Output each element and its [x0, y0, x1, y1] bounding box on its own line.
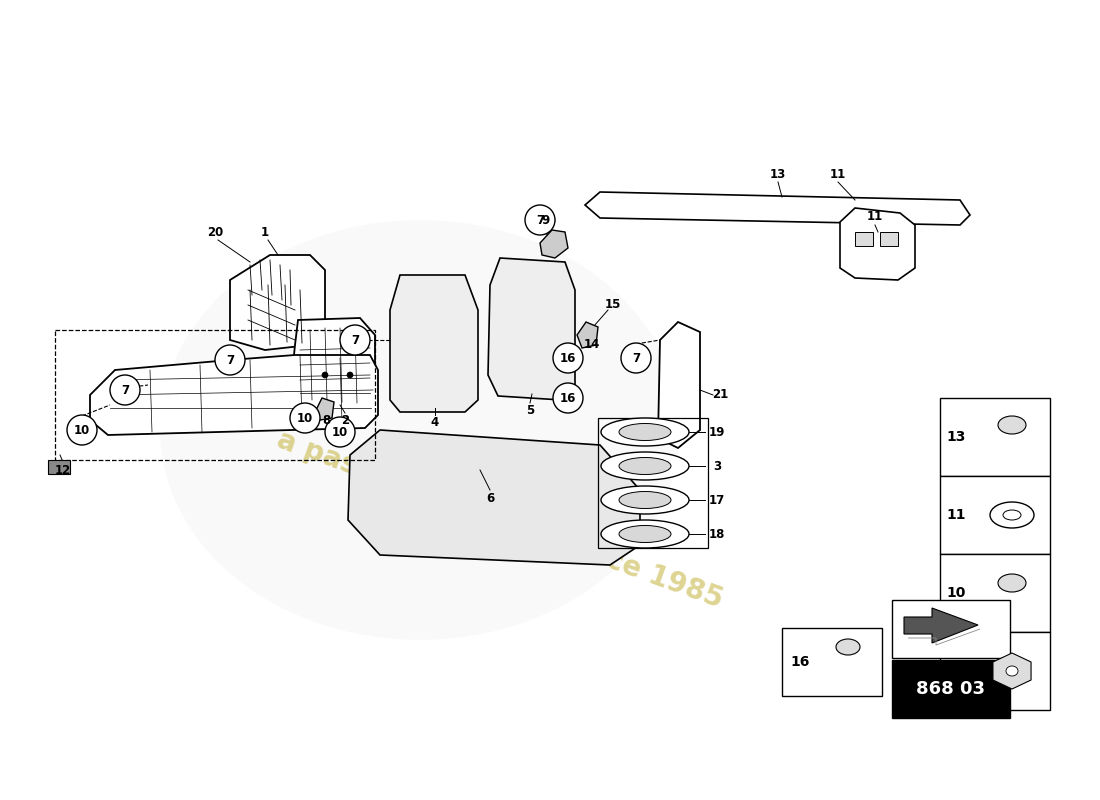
Polygon shape — [840, 208, 915, 280]
Text: 17: 17 — [708, 494, 725, 506]
Text: 14: 14 — [584, 338, 601, 351]
Text: 1: 1 — [261, 226, 270, 239]
Ellipse shape — [1006, 666, 1018, 676]
Circle shape — [110, 375, 140, 405]
Ellipse shape — [619, 458, 671, 474]
Polygon shape — [348, 430, 640, 565]
Text: 11: 11 — [829, 167, 846, 181]
Circle shape — [340, 325, 370, 355]
Ellipse shape — [998, 574, 1026, 592]
Bar — [892, 600, 1010, 658]
Text: 10: 10 — [332, 426, 348, 438]
Ellipse shape — [601, 486, 689, 514]
Ellipse shape — [619, 423, 671, 441]
Circle shape — [525, 205, 556, 235]
Polygon shape — [993, 653, 1031, 689]
Ellipse shape — [601, 418, 689, 446]
Text: 19: 19 — [708, 426, 725, 438]
Text: a passion for parts since 1985: a passion for parts since 1985 — [273, 426, 727, 614]
Text: 16: 16 — [560, 351, 576, 365]
Ellipse shape — [160, 220, 680, 640]
Text: 16: 16 — [790, 655, 810, 669]
Text: 868 03: 868 03 — [916, 680, 986, 698]
Polygon shape — [658, 322, 700, 448]
Ellipse shape — [619, 526, 671, 542]
Text: 7: 7 — [351, 334, 359, 346]
Bar — [598, 418, 708, 548]
Circle shape — [346, 372, 353, 378]
Text: 11: 11 — [867, 210, 883, 223]
Polygon shape — [290, 318, 375, 408]
Text: 10: 10 — [946, 586, 966, 600]
Polygon shape — [578, 322, 598, 348]
Text: 3: 3 — [713, 459, 722, 473]
Text: 5: 5 — [526, 405, 535, 418]
Text: 10: 10 — [297, 411, 313, 425]
Bar — [940, 554, 1050, 632]
Text: 7: 7 — [121, 383, 129, 397]
Text: 20: 20 — [207, 226, 223, 239]
Ellipse shape — [836, 639, 860, 655]
Text: 10: 10 — [74, 423, 90, 437]
Polygon shape — [904, 608, 978, 643]
Text: 21: 21 — [712, 389, 728, 402]
Text: 9: 9 — [541, 214, 549, 226]
Bar — [855, 232, 873, 246]
Bar — [940, 476, 1050, 554]
Polygon shape — [488, 258, 575, 400]
Text: 7: 7 — [631, 351, 640, 365]
Bar — [940, 398, 1050, 476]
Circle shape — [290, 403, 320, 433]
Polygon shape — [230, 255, 324, 350]
Bar — [880, 232, 898, 246]
Ellipse shape — [601, 520, 689, 548]
Bar — [48, 460, 70, 474]
Ellipse shape — [1003, 510, 1021, 520]
Text: 6: 6 — [486, 491, 494, 505]
Text: 18: 18 — [708, 527, 725, 541]
Bar — [892, 660, 1010, 718]
Circle shape — [322, 372, 328, 378]
Circle shape — [553, 383, 583, 413]
Polygon shape — [540, 230, 568, 258]
Text: 7: 7 — [952, 664, 960, 678]
Bar — [55, 330, 375, 460]
Bar — [940, 632, 1050, 710]
Text: 12: 12 — [55, 463, 72, 477]
Text: 7: 7 — [226, 354, 234, 366]
Polygon shape — [316, 398, 334, 420]
Text: 4: 4 — [431, 417, 439, 430]
Circle shape — [621, 343, 651, 373]
Circle shape — [214, 345, 245, 375]
Text: 2: 2 — [341, 414, 349, 427]
Ellipse shape — [990, 502, 1034, 528]
Circle shape — [553, 343, 583, 373]
Circle shape — [67, 415, 97, 445]
Circle shape — [324, 417, 355, 447]
Ellipse shape — [998, 416, 1026, 434]
Text: 16: 16 — [560, 391, 576, 405]
Bar — [782, 628, 882, 696]
Text: 11: 11 — [946, 508, 966, 522]
Ellipse shape — [619, 491, 671, 509]
Text: 13: 13 — [770, 167, 786, 181]
Ellipse shape — [601, 452, 689, 480]
Polygon shape — [90, 355, 378, 435]
Text: 13: 13 — [946, 430, 966, 444]
Text: 7: 7 — [536, 214, 544, 226]
Polygon shape — [585, 192, 970, 225]
Polygon shape — [390, 275, 478, 412]
Text: 15: 15 — [605, 298, 621, 311]
Text: 8: 8 — [322, 414, 330, 426]
